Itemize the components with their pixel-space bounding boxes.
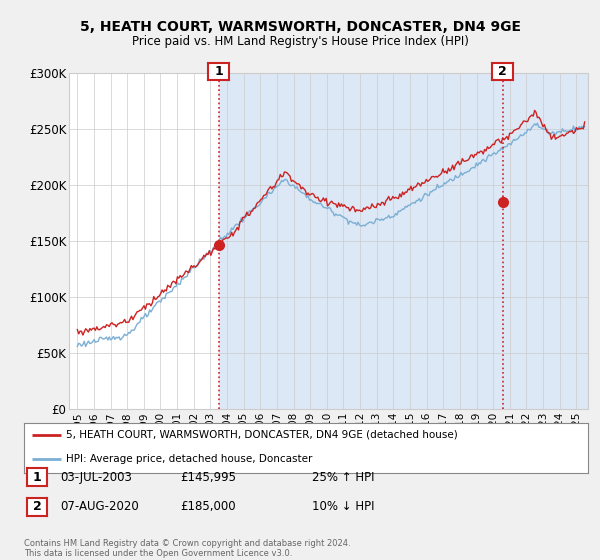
- Text: Contains HM Land Registry data © Crown copyright and database right 2024.
This d: Contains HM Land Registry data © Crown c…: [24, 539, 350, 558]
- Text: 10% ↓ HPI: 10% ↓ HPI: [312, 500, 374, 514]
- Bar: [219, 73, 600, 409]
- Text: 1: 1: [214, 64, 223, 78]
- Text: 07-AUG-2020: 07-AUG-2020: [60, 500, 139, 514]
- Text: 2: 2: [499, 64, 507, 78]
- Text: £145,995: £145,995: [180, 470, 236, 484]
- Text: £185,000: £185,000: [180, 500, 236, 514]
- Text: 2: 2: [32, 500, 41, 514]
- Text: Price paid vs. HM Land Registry's House Price Index (HPI): Price paid vs. HM Land Registry's House …: [131, 35, 469, 48]
- Text: 25% ↑ HPI: 25% ↑ HPI: [312, 470, 374, 484]
- Text: 1: 1: [32, 470, 41, 484]
- Text: HPI: Average price, detached house, Doncaster: HPI: Average price, detached house, Donc…: [66, 454, 313, 464]
- Text: 5, HEATH COURT, WARMSWORTH, DONCASTER, DN4 9GE (detached house): 5, HEATH COURT, WARMSWORTH, DONCASTER, D…: [66, 430, 458, 440]
- Text: 03-JUL-2003: 03-JUL-2003: [60, 470, 132, 484]
- Text: 5, HEATH COURT, WARMSWORTH, DONCASTER, DN4 9GE: 5, HEATH COURT, WARMSWORTH, DONCASTER, D…: [79, 20, 521, 34]
